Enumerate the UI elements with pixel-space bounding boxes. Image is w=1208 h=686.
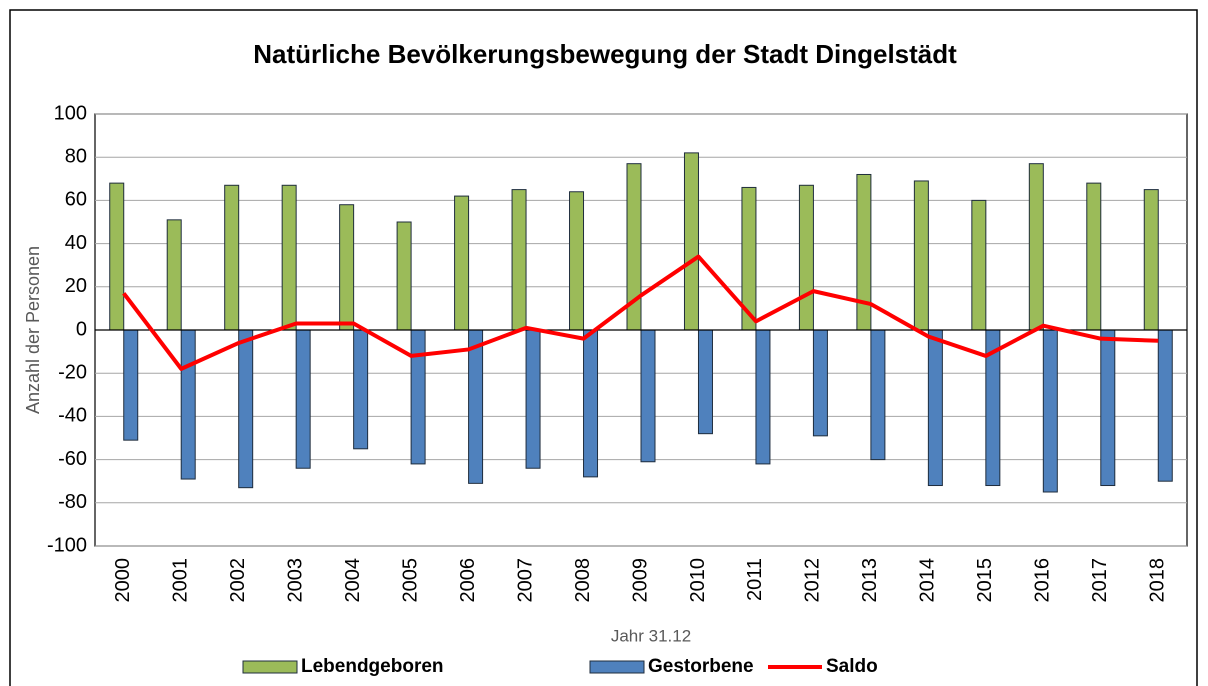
bar: [914, 181, 928, 330]
x-tick-label: 2008: [572, 558, 594, 603]
bar: [354, 330, 368, 449]
x-tick-label: 2018: [1147, 558, 1169, 603]
bar: [296, 330, 310, 468]
bar: [972, 200, 986, 330]
legend-label: Gestorbene: [648, 656, 754, 677]
x-tick-label: 2012: [802, 558, 824, 603]
bar: [684, 153, 698, 330]
bar: [641, 330, 655, 462]
bar: [340, 205, 354, 330]
x-tick-label: 2009: [629, 558, 651, 603]
bar: [282, 185, 296, 330]
x-tick-label: 2017: [1089, 558, 1111, 603]
bar: [756, 330, 770, 464]
chart-title: Natürliche Bevölkerungsbewegung der Stad…: [253, 39, 957, 69]
y-tick-label: 20: [65, 275, 87, 297]
bar: [1043, 330, 1057, 492]
bar: [871, 330, 885, 460]
y-tick-label: 40: [65, 232, 87, 254]
x-tick-label: 2002: [227, 558, 249, 603]
x-tick-label: 2005: [399, 558, 421, 603]
x-tick-label: 2013: [859, 558, 881, 603]
x-tick-label: 2014: [917, 558, 939, 603]
x-axis-label: Jahr 31.12: [611, 626, 691, 645]
x-tick-label: 2003: [284, 558, 306, 603]
x-tick-label: 2015: [974, 558, 996, 603]
bar: [239, 330, 253, 488]
y-tick-label: 0: [76, 318, 87, 340]
bar: [225, 185, 239, 330]
bar: [1144, 190, 1158, 330]
x-tick-label: 2016: [1032, 558, 1054, 603]
x-tick-label: 2004: [342, 558, 364, 603]
x-tick-label: 2006: [457, 558, 479, 603]
page: Natürliche Bevölkerungsbewegung der Stad…: [0, 0, 1208, 686]
y-tick-label: 100: [54, 102, 87, 124]
x-tick-label: 2011: [744, 558, 766, 601]
bar: [570, 192, 584, 330]
bar: [455, 196, 469, 330]
bar: [813, 330, 827, 436]
bar: [1158, 330, 1172, 481]
bar: [857, 174, 871, 330]
bar: [167, 220, 181, 330]
bar: [512, 190, 526, 330]
bar: [1029, 164, 1043, 330]
y-axis-label: Anzahl der Personen: [23, 246, 43, 414]
legend-swatch: [243, 661, 297, 673]
chart: Natürliche Bevölkerungsbewegung der Stad…: [0, 0, 1208, 686]
legend-swatch: [590, 661, 644, 673]
bar: [181, 330, 195, 479]
y-tick-label: 80: [65, 145, 87, 167]
x-tick-label: 2007: [514, 558, 536, 603]
y-tick-label: -60: [58, 448, 87, 470]
x-tick-label: 2001: [169, 558, 191, 603]
bar: [411, 330, 425, 464]
bar: [397, 222, 411, 330]
bar: [469, 330, 483, 483]
bar: [1087, 183, 1101, 330]
y-tick-label: -40: [58, 405, 87, 427]
bar: [1101, 330, 1115, 486]
y-tick-label: 60: [65, 189, 87, 211]
bar: [799, 185, 813, 330]
legend-label: Lebendgeboren: [301, 656, 444, 677]
bar: [110, 183, 124, 330]
y-tick-label: -80: [58, 491, 87, 513]
bar: [928, 330, 942, 486]
bar: [584, 330, 598, 477]
y-tick-label: -20: [58, 361, 87, 383]
x-tick-label: 2000: [112, 558, 134, 603]
bar: [698, 330, 712, 434]
bar: [526, 330, 540, 468]
bar: [124, 330, 138, 440]
legend-label: Saldo: [826, 656, 878, 677]
x-tick-label: 2010: [687, 558, 709, 603]
y-tick-label: -100: [47, 534, 87, 556]
